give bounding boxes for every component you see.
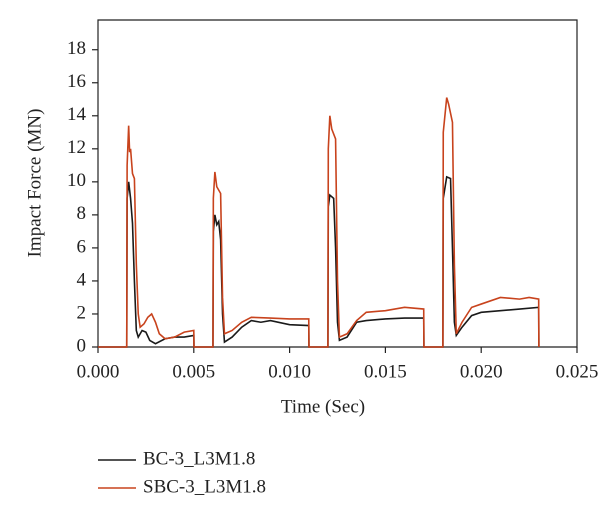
y-tick-label: 0	[77, 335, 87, 356]
y-tick-label: 18	[67, 38, 86, 59]
y-tick-label: 10	[67, 170, 86, 191]
y-tick-label: 6	[77, 236, 87, 257]
x-tick-label: 0.020	[460, 361, 503, 382]
x-tick-label: 0.005	[172, 361, 215, 382]
y-tick-label: 12	[67, 137, 86, 158]
legend-label: BC-3_L3M1.8	[143, 448, 255, 469]
x-axis-label: Time (Sec)	[281, 396, 365, 417]
series-line	[98, 175, 540, 348]
series-line	[98, 97, 540, 348]
x-tick-label: 0.015	[364, 361, 407, 382]
x-tick-label: 0.010	[268, 361, 311, 382]
y-tick-label: 16	[67, 71, 86, 92]
y-tick-label: 2	[77, 302, 87, 323]
legend-label: SBC-3_L3M1.8	[143, 476, 266, 497]
y-tick-label: 14	[67, 104, 87, 125]
y-axis-label: Impact Force (MN)	[24, 109, 45, 258]
y-tick-label: 8	[77, 203, 87, 224]
x-tick-label: 0.000	[77, 361, 120, 382]
x-tick-label: 0.025	[556, 361, 599, 382]
y-tick-label: 4	[77, 269, 87, 290]
